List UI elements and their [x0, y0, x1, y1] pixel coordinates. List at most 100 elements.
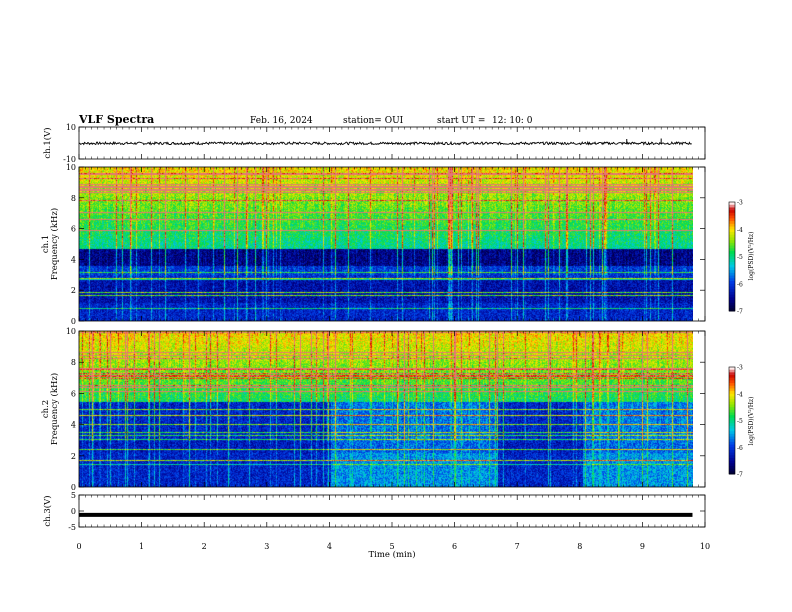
colorbar-segment [729, 286, 735, 290]
ch2-colorbar: -3 -4 -5 -6 -7 [728, 365, 743, 479]
colorbar-segment [729, 385, 735, 389]
ch1-yticks: 10 -10 [63, 123, 705, 164]
colorbar-segment [729, 407, 735, 411]
colorbar-segment [729, 425, 735, 430]
ch3-yticks: 5 0 -5 [68, 491, 705, 532]
y-tick-label: 0 [71, 507, 76, 516]
colorbar-segment [729, 436, 735, 440]
colorbar-segment [729, 291, 735, 296]
colorbar-segment [729, 234, 735, 238]
y-tick-label: 10 [66, 327, 76, 336]
colorbar-tick-label: -4 [737, 227, 743, 234]
colorbar-segment [729, 297, 735, 301]
colorbar-segment [729, 369, 735, 373]
y-tick-label: 4 [71, 255, 76, 264]
colorbar-segment [729, 412, 735, 416]
colorbar-segment [729, 229, 735, 233]
colorbar-segment [729, 245, 735, 249]
colorbar-segment [729, 210, 735, 214]
colorbar-segment [729, 375, 735, 379]
colorbar-frame [728, 201, 736, 312]
y-tick-label: -5 [68, 523, 76, 532]
y-tick-label: 10 [66, 163, 76, 172]
colorbar-segment [729, 452, 735, 456]
colorbar-segment [729, 372, 735, 376]
colorbar-segment [729, 240, 735, 244]
colorbar-segment [729, 226, 735, 230]
colorbar-segment [729, 465, 735, 470]
colorbar-segment [729, 283, 735, 287]
colorbar-tick-label: -7 [737, 472, 743, 479]
x-tick-label: 6 [452, 542, 457, 551]
colorbar-segment [729, 428, 735, 432]
colorbar-segment [729, 383, 735, 387]
colorbar-segment [729, 468, 735, 472]
colorbar-segment [729, 417, 735, 421]
colorbar-segment [729, 447, 735, 451]
colorbar-segment [729, 409, 735, 413]
colorbar-segment [729, 455, 735, 459]
colorbar-segment [729, 444, 735, 448]
ch1-colorbar-label: log(PSD)(V²/Hz) [748, 232, 755, 281]
x-tick-label: 8 [577, 542, 582, 551]
ch1-panel: 10 -10 ch.1(V) [42, 123, 706, 164]
ch1-spectrogram-ylabel-top: ch.1 [41, 235, 51, 253]
y-tick-label: 2 [71, 286, 76, 295]
colorbar-segment [729, 267, 735, 271]
colorbar-segment [729, 431, 735, 435]
colorbar-segment [729, 289, 735, 293]
x-tick-label: 7 [515, 542, 520, 551]
x-tick-label: 4 [327, 542, 332, 551]
y-tick-label: 6 [71, 389, 76, 398]
colorbar-segment [729, 231, 735, 236]
x-tick-label: 0 [76, 542, 81, 551]
ch2-spectrogram-image [79, 331, 693, 487]
colorbar-segment [729, 457, 735, 462]
y-tick-label: 4 [71, 421, 76, 430]
colorbar-segment [729, 367, 735, 371]
colorbar-segment [729, 207, 735, 211]
ch1-spectrogram-yticks: 0 2 4 6 8 10 [66, 163, 705, 326]
y-tick-label: 8 [71, 358, 76, 367]
colorbar-segment [729, 423, 735, 427]
time-axis-ticks: 0 1 2 3 4 5 6 7 8 9 10 [76, 127, 710, 551]
colorbar-segment [729, 223, 735, 228]
station-label: station= OUI [343, 116, 404, 126]
colorbar-tick-label: -6 [737, 281, 743, 288]
colorbar-segment [729, 251, 735, 255]
y-tick-label: 8 [71, 194, 76, 203]
colorbar-tick-label: -3 [737, 200, 743, 207]
colorbar-segment [729, 420, 735, 424]
y-tick-label: 0 [71, 483, 76, 492]
figure-title: VLF Spectra [78, 113, 154, 126]
ch1-ylabel: ch.1(V) [42, 127, 53, 158]
colorbar-segment [729, 396, 735, 400]
colorbar-segment [729, 278, 735, 282]
x-tick-label: 3 [264, 542, 269, 551]
colorbar-tick-label: -6 [737, 445, 743, 452]
ch2-spectrogram-yticks: 0 2 4 6 8 10 [66, 327, 705, 492]
ch3-ylabel: ch.3(V) [42, 495, 53, 526]
y-tick-label: 0 [71, 317, 76, 326]
ch1-trace-line [78, 140, 693, 146]
colorbar-segment [729, 463, 735, 467]
ch1-spectrogram-ylabel: Frequency (kHz) [49, 208, 60, 280]
y-tick-label: -10 [63, 155, 76, 164]
y-tick-label: 2 [71, 452, 76, 461]
ch1-colorbar: -3 -4 -5 -6 -7 [728, 200, 743, 316]
colorbar-segment [729, 202, 735, 206]
colorbar-tick-label: -5 [737, 254, 743, 261]
colorbar-segment [729, 221, 735, 225]
colorbar-segment [729, 294, 735, 298]
colorbar-segment [729, 391, 735, 395]
colorbar-segment [729, 204, 735, 208]
colorbar-segment [729, 441, 735, 446]
x-tick-label: 2 [202, 542, 207, 551]
ch2-spectrogram-ylabel-top: ch.2 [41, 400, 51, 418]
x-tick-label: 5 [389, 542, 394, 551]
x-tick-label: 10 [700, 542, 710, 551]
colorbar-segment [729, 471, 735, 475]
colorbar-segment [729, 300, 735, 304]
